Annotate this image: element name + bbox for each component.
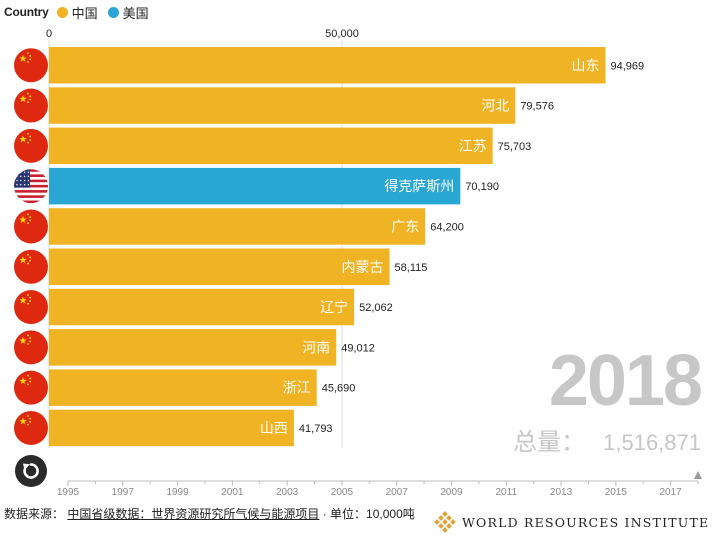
china-flag-icon <box>14 88 48 123</box>
bar-label: 河南 <box>302 340 330 356</box>
timeline-handle[interactable] <box>694 471 702 479</box>
bars-layer: 山东 94,969 河北 79,576 江苏 75,703 得克萨斯州 70,190 广东 64,… <box>49 47 644 447</box>
bar-e6b2b3e58c97[interactable] <box>49 87 516 124</box>
timeline-axis[interactable]: 1995 1997 1999 2001 2003 2005 2007 2009 2011 2013… <box>57 471 702 498</box>
bar-row[interactable]: 河南 49,012 <box>49 329 375 366</box>
timeline-tick-label: 2007 <box>386 487 409 498</box>
wri-name: WORLD RESOURCES INSTITUTE <box>462 514 710 530</box>
china-color-dot <box>56 6 68 18</box>
timeline-tick-label: 2001 <box>221 487 244 498</box>
value-label: 52,062 <box>359 302 393 314</box>
legend-item-china[interactable]: 中国 <box>56 3 98 22</box>
bar-label: 广东 <box>391 219 419 235</box>
wri-logo: WORLD RESOURCES INSTITUTE <box>434 511 709 533</box>
timeline-tick-label: 2013 <box>550 487 573 498</box>
bar-e6b2b3e58d97[interactable] <box>49 329 337 366</box>
timeline-tick-label: 2005 <box>331 487 354 498</box>
current-year-display: 2018 <box>548 341 703 421</box>
source-label: 数据来源： <box>4 507 65 521</box>
bar-e6b19fe88b8f[interactable] <box>49 127 493 165</box>
bar-row[interactable]: 河北 79,576 <box>49 87 554 124</box>
china-flag-icon <box>14 209 48 244</box>
bar-label: 内蒙古 <box>342 260 384 276</box>
bar-label: 河北 <box>481 99 509 115</box>
wri-logo-icon <box>434 511 456 533</box>
unit-text: · 单位：10,000吨 <box>322 507 415 521</box>
bar-label: 辽宁 <box>320 299 348 316</box>
legend-label-usa: 美国 <box>122 5 149 21</box>
bar-label: 浙江 <box>283 381 311 397</box>
source-link[interactable]: 中国省级数据：世界资源研究所气候与能源项目 <box>67 507 320 521</box>
value-label: 45,690 <box>322 383 356 395</box>
bar-row[interactable]: 得克萨斯州 70,190 <box>49 167 499 205</box>
source-note: 数据来源： 中国省级数据：世界资源研究所气候与能源项目 · 单位：10,000吨 <box>4 504 424 524</box>
value-label: 70,190 <box>465 181 499 193</box>
legend-label-china: 中国 <box>71 5 98 21</box>
bar-e5b9bfe4b89c[interactable] <box>49 208 426 245</box>
timeline-tick-label: 1995 <box>57 487 80 498</box>
timeline-tick-label: 2015 <box>605 487 628 498</box>
value-label: 64,200 <box>430 221 464 233</box>
value-label: 41,793 <box>299 423 333 435</box>
china-flag-icon <box>14 128 48 163</box>
total-value: 1,516,871 <box>603 430 701 455</box>
replay-button[interactable] <box>15 455 47 487</box>
bar-row[interactable]: 广东 64,200 <box>49 208 464 245</box>
bar-row[interactable]: 山东 94,969 <box>49 47 644 84</box>
bar-row[interactable]: 浙江 45,690 <box>49 369 355 406</box>
bar-label: 得克萨斯州 <box>384 178 454 195</box>
bar-row[interactable]: 山西 41,793 <box>49 409 333 447</box>
us-flag-icon <box>14 169 48 204</box>
value-label: 79,576 <box>520 101 554 113</box>
legend-item-usa[interactable]: 美国 <box>107 3 149 22</box>
total-display: 总量： 1,516,871 <box>513 422 701 457</box>
bar-e6b599e6b19f[interactable] <box>49 369 317 406</box>
china-flag-icon <box>14 290 48 325</box>
value-label: 94,969 <box>611 60 645 72</box>
bar-row[interactable]: 辽宁 52,062 <box>49 288 393 326</box>
china-flag-icon <box>14 48 48 83</box>
replay-icon <box>23 463 39 479</box>
bar-row[interactable]: 江苏 75,703 <box>49 127 532 165</box>
top-axis-tick-label: 0 <box>46 28 52 40</box>
timeline-tick-label: 1999 <box>166 487 189 498</box>
timeline-tick-label: 2017 <box>659 487 682 498</box>
value-label: 75,703 <box>498 141 532 153</box>
value-label: 49,012 <box>341 342 375 354</box>
total-label: 总量： <box>513 429 586 456</box>
bar-row[interactable]: 内蒙古 58,115 <box>49 248 428 286</box>
bar-e5b1b1e8a5bf[interactable] <box>49 409 294 447</box>
bar-e58685e89299e58fa4[interactable] <box>49 248 390 286</box>
bar-chart: 0 50,000 山东 94,969 河北 79,576 江苏 75,703 得克萨斯州 70,… <box>14 28 702 498</box>
china-flag-icon <box>14 370 48 405</box>
bar-e5be97e5858be890a8e696afe5b79e[interactable] <box>49 167 461 205</box>
bar-label: 江苏 <box>459 139 487 155</box>
china-flag-icon <box>14 249 48 284</box>
legend: Country 中国 美国 <box>4 3 159 21</box>
china-flag-icon <box>14 330 48 365</box>
bar-label: 山东 <box>572 58 600 74</box>
china-flag-icon <box>14 410 48 445</box>
timeline-tick-label: 1997 <box>112 487 135 498</box>
bar-e5b1b1e4b89c[interactable] <box>49 47 606 84</box>
top-axis-tick-label: 50,000 <box>325 28 359 40</box>
timeline-tick-label: 2003 <box>276 487 299 498</box>
timeline-tick-label: 2009 <box>440 487 463 498</box>
timeline-tick-label: 2011 <box>496 487 518 498</box>
legend-title: Country <box>4 5 49 19</box>
flags-layer <box>14 48 48 445</box>
value-label: 58,115 <box>395 262 428 274</box>
usa-color-dot <box>107 6 119 18</box>
bar-e8bebde5ae81[interactable] <box>49 288 355 326</box>
bar-label: 山西 <box>260 421 288 437</box>
